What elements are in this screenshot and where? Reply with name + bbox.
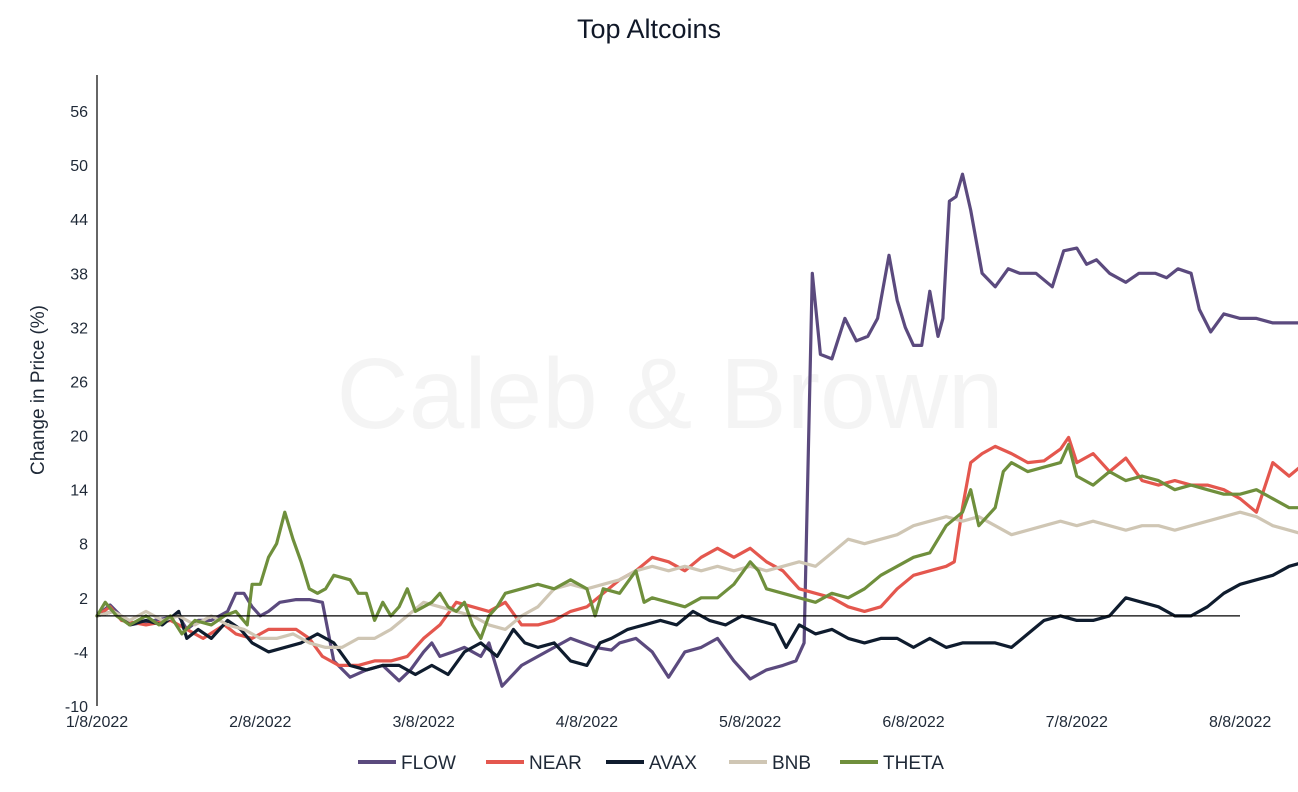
series-line-flow	[95, 172, 1298, 688]
legend: FLOW NEAR AVAX BNB THETA	[358, 753, 944, 774]
x-tick-label: 5/8/2022	[719, 714, 781, 731]
y-tick-label: 26	[70, 374, 88, 391]
y-tick-label: 56	[70, 104, 88, 121]
series-line-theta	[95, 443, 1298, 640]
plot-lines	[95, 172, 1298, 688]
y-tick-label: 38	[70, 266, 88, 283]
chart-title: Top Altcoins	[576, 14, 722, 44]
x-tick-label: 2/8/2022	[229, 714, 291, 731]
legend-label-near: NEAR	[529, 753, 582, 774]
x-tick-label: 7/8/2022	[1046, 714, 1108, 731]
y-tick-label: 32	[70, 320, 88, 337]
axes	[96, 75, 1240, 706]
series-line-near	[95, 435, 1298, 667]
y-tick-label: -4	[74, 645, 88, 662]
y-tick-label: 2	[79, 591, 88, 608]
legend-label-avax: AVAX	[649, 753, 697, 774]
y-axis-ticks: 56 50 44 38 32 26 20 14 8 2 -4 -10	[65, 104, 88, 716]
legend-label-bnb: BNB	[772, 753, 811, 774]
y-tick-label: 50	[70, 158, 88, 175]
series-line-bnb	[95, 510, 1298, 649]
y-tick-label: 14	[70, 483, 88, 500]
series-line-avax	[95, 562, 1298, 677]
x-axis-ticks: 1/8/2022 2/8/2022 3/8/2022 4/8/2022 5/8/2022…	[66, 714, 1271, 731]
y-tick-label: 8	[79, 537, 88, 554]
x-tick-label: 6/8/2022	[882, 714, 944, 731]
x-tick-label: 1/8/2022	[66, 714, 128, 731]
y-tick-label: 20	[70, 429, 88, 446]
y-tick-label: 44	[70, 212, 88, 229]
y-tick-label: -10	[65, 699, 88, 716]
legend-label-theta: THETA	[883, 753, 944, 774]
watermark: Caleb & Brown	[337, 338, 1004, 450]
x-tick-label: 3/8/2022	[392, 714, 454, 731]
x-tick-label: 4/8/2022	[556, 714, 618, 731]
legend-label-flow: FLOW	[401, 753, 456, 774]
y-axis-label: Change in Price (%)	[28, 305, 49, 475]
x-tick-label: 8/8/2022	[1209, 714, 1271, 731]
